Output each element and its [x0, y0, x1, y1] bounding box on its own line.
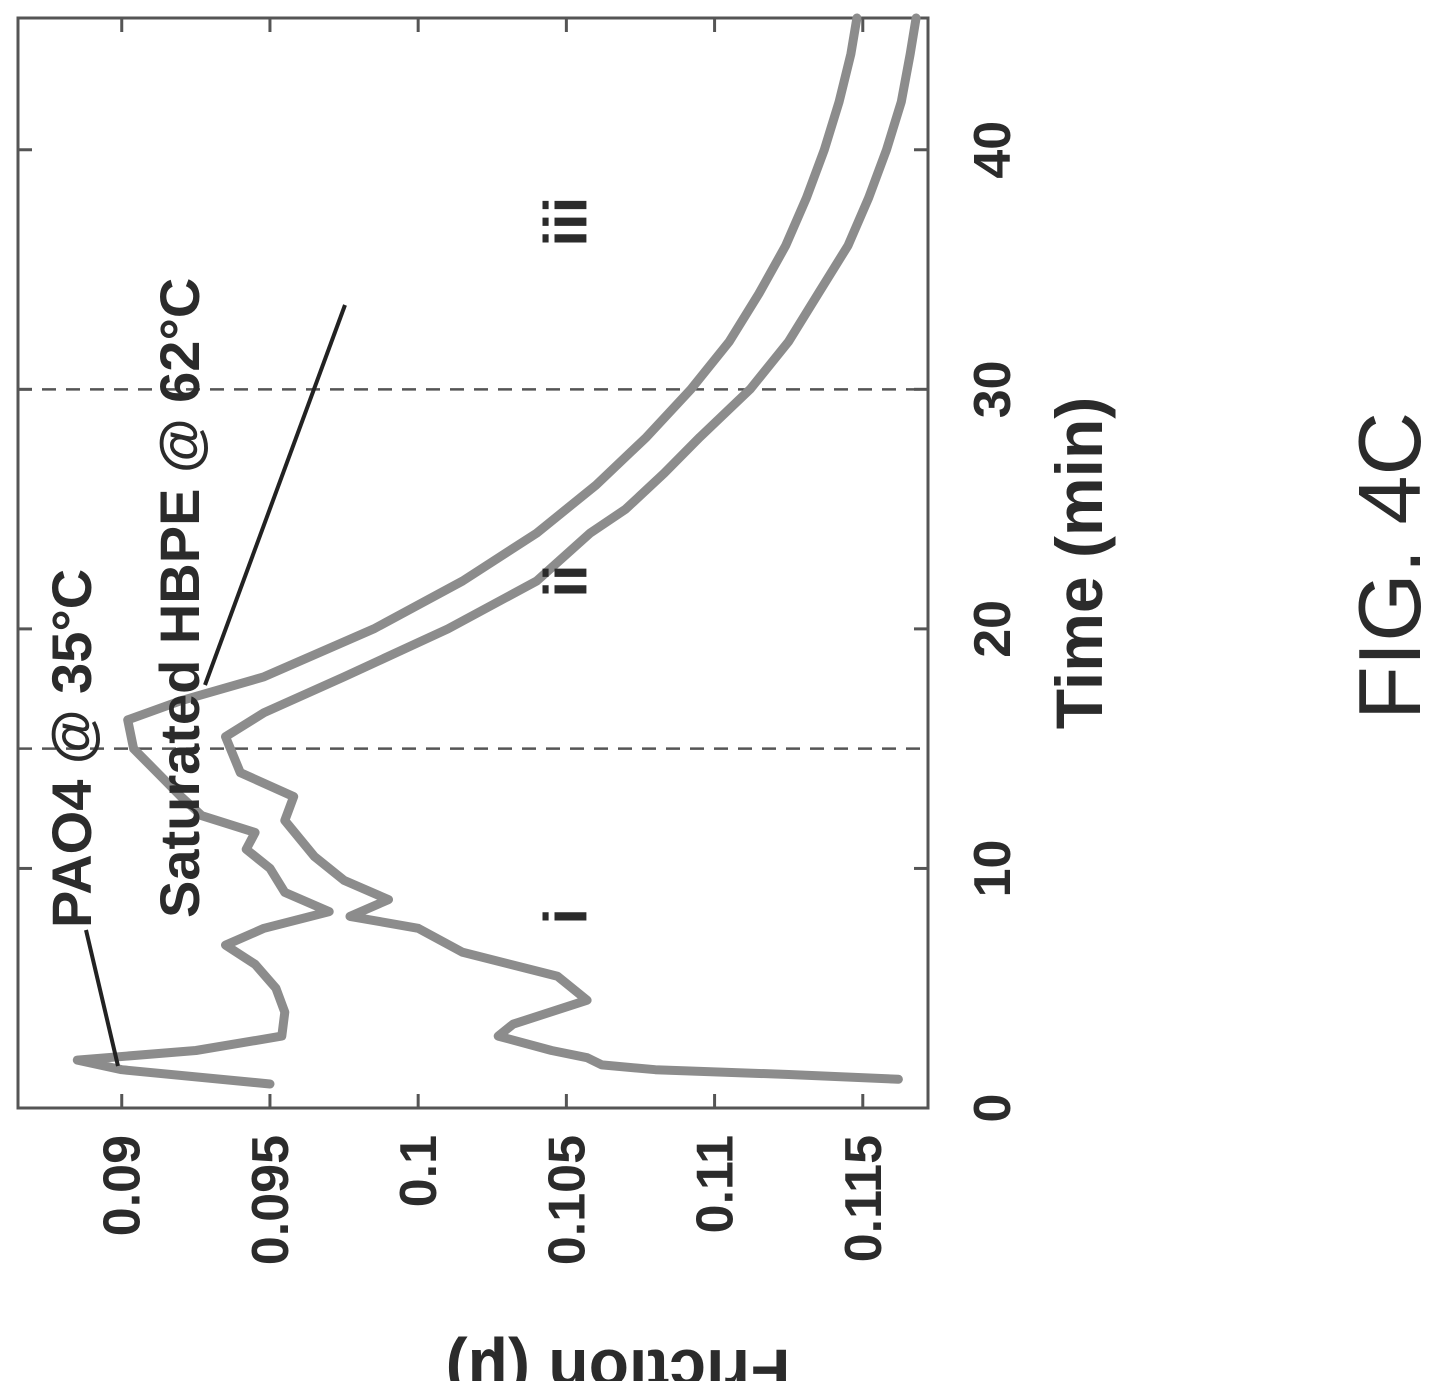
series-line-0	[221, 13, 921, 1084]
friction-chart: 0 10 20 30 40 0.09 0.095 0.1 0.105 0.11 0.115 Time …	[16, 13, 1116, 1381]
figure-label: FIG. 4C	[1340, 412, 1436, 720]
x-axis-label: Time (min)	[1042, 397, 1116, 729]
y-tick-label-5: 0.115	[835, 1135, 893, 1262]
region-label-2: iii	[532, 197, 599, 247]
series-label-1: Saturated HBPE @ 62°C	[148, 278, 211, 918]
y-tick-label-1: 0.095	[242, 1135, 300, 1265]
series-label-0: PAO4 @ 35°C	[40, 569, 103, 928]
region-label-1: ii	[532, 564, 599, 597]
y-tick-label-2: 0.1	[390, 1135, 448, 1207]
plot-frame	[16, 16, 930, 1110]
x-tick-label-1: 10	[964, 840, 1022, 898]
series-leader-1	[203, 304, 347, 686]
y-axis-label: Friction (μ)	[446, 1336, 791, 1381]
x-tick-label-3: 30	[964, 360, 1022, 418]
series-line-1	[72, 13, 862, 1089]
region-label-0: i	[532, 908, 599, 925]
series-leader-0	[84, 929, 120, 1067]
y-tick-label-0: 0.09	[94, 1135, 152, 1236]
x-tick-label-2: 20	[964, 600, 1022, 658]
y-tick-label-4: 0.11	[687, 1135, 745, 1233]
x-tick-label-4: 40	[964, 121, 1022, 179]
y-tick-label-3: 0.105	[538, 1135, 596, 1265]
x-tick-label-0: 0	[964, 1094, 1022, 1123]
